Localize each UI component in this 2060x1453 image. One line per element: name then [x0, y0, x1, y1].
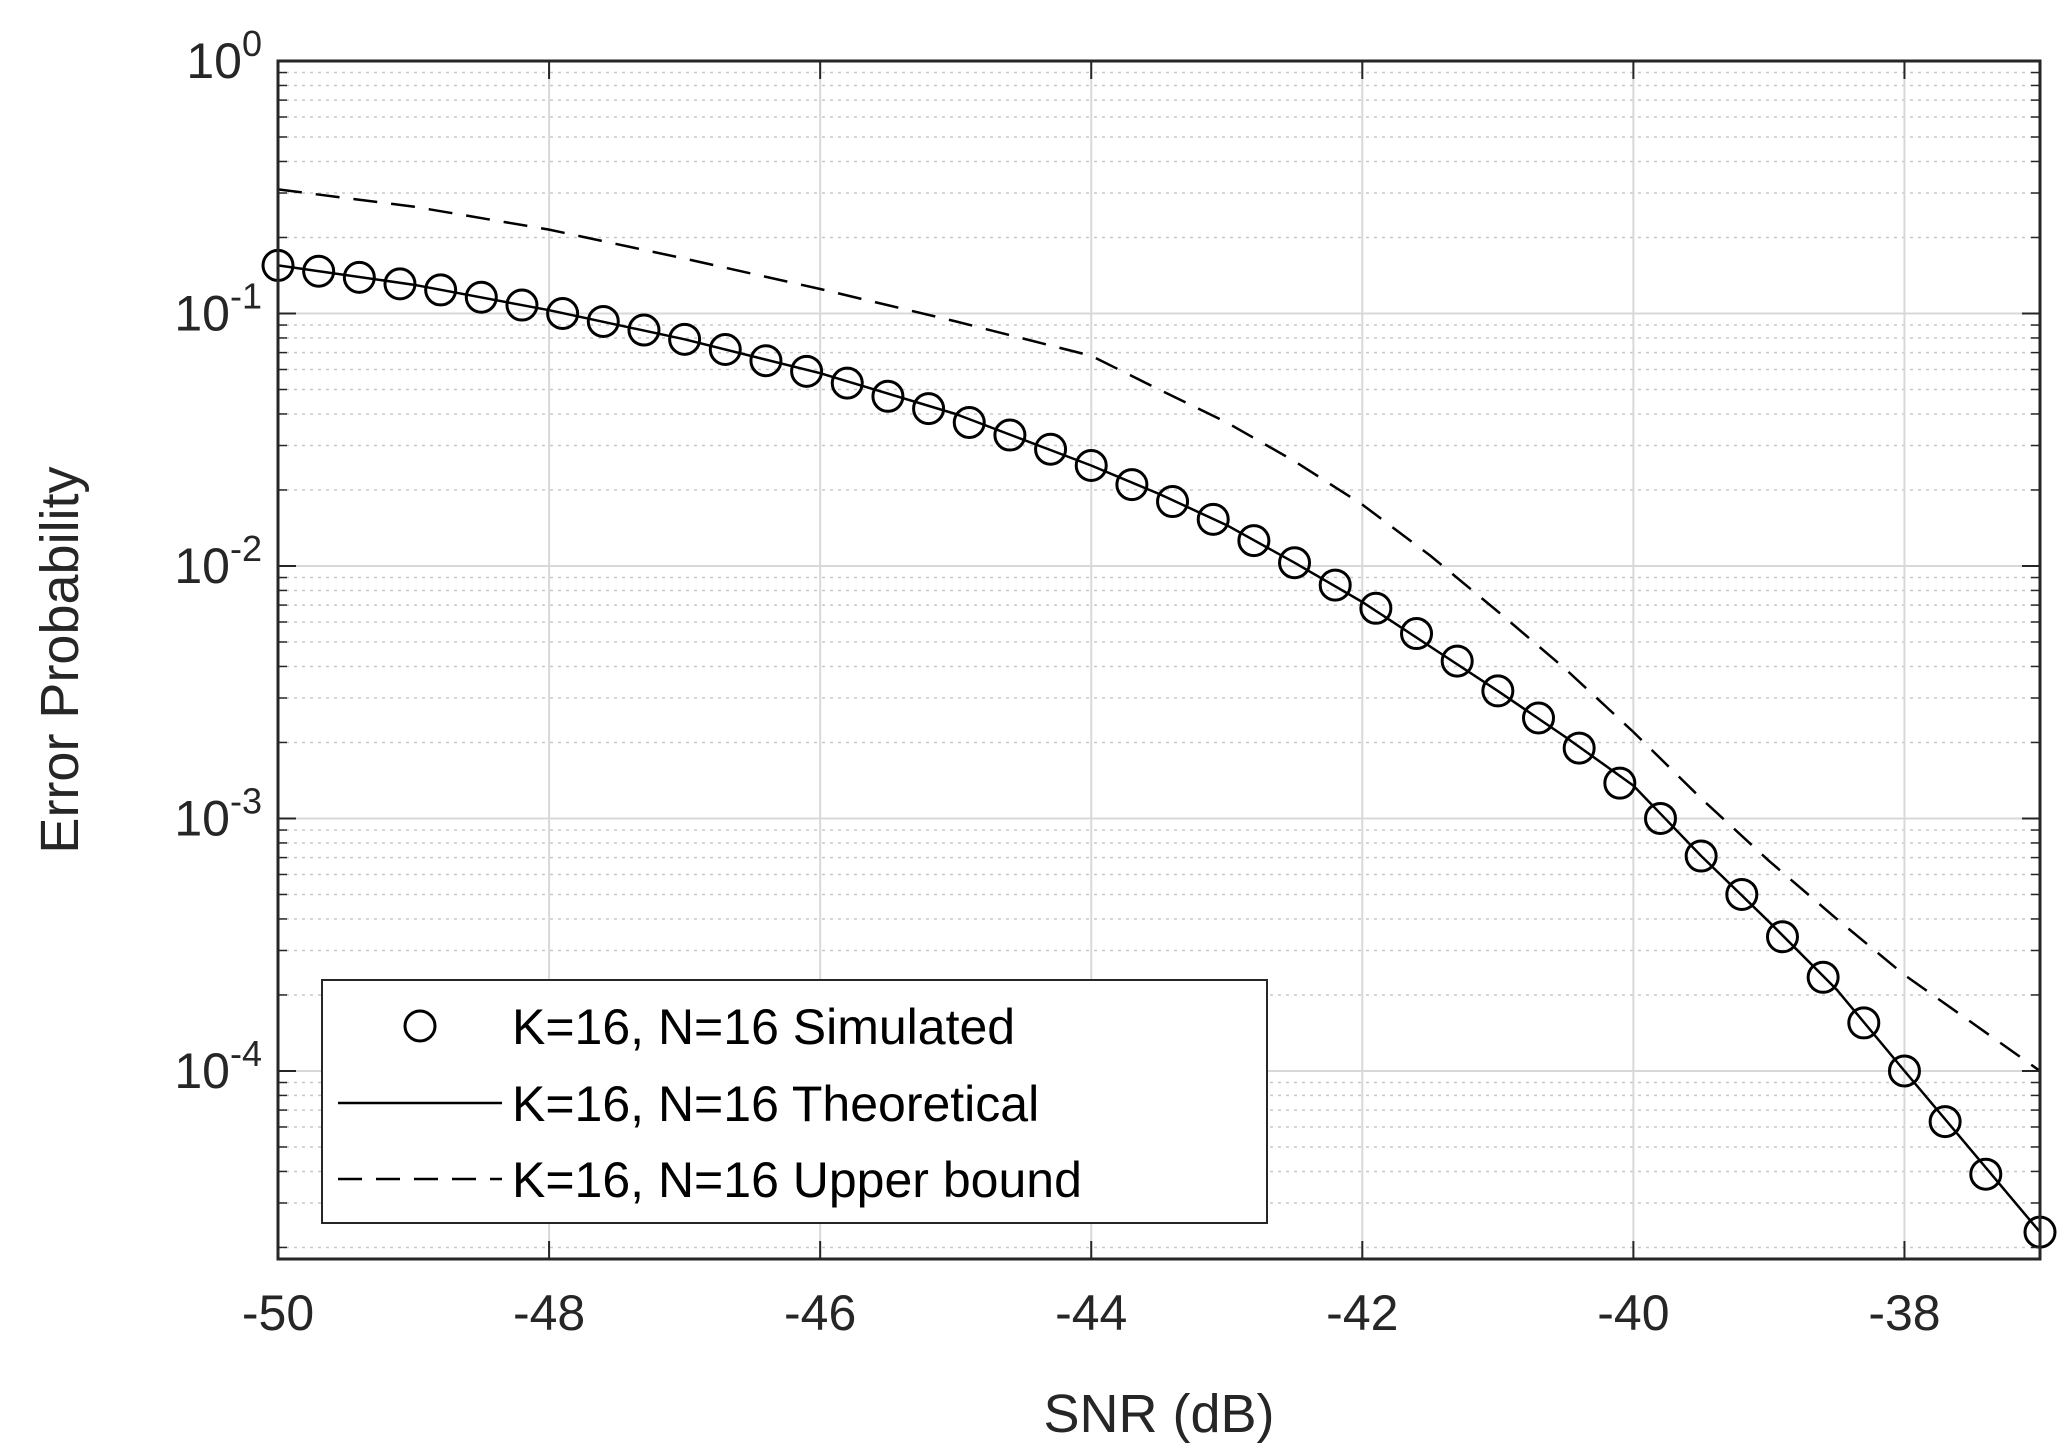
x-tick-label: -40 — [1597, 1285, 1669, 1341]
simulated-marker — [1806, 960, 1840, 994]
simulated-marker — [505, 288, 539, 322]
simulated-marker — [993, 418, 1027, 452]
simulated-marker — [586, 304, 620, 338]
y-tick-label: 10-2 — [174, 528, 262, 594]
simulated-marker — [1440, 644, 1474, 678]
legend-marker-simulated — [403, 1009, 437, 1043]
simulated-marker — [1278, 546, 1312, 580]
x-tick-label: -46 — [784, 1285, 856, 1341]
y-tick-label: 100 — [186, 23, 262, 89]
x-tick-labels: -50 -48 -46 -44 -42 -40 -38 — [242, 1285, 1941, 1341]
x-tick-label: -50 — [242, 1285, 314, 1341]
x-tick-label: -48 — [513, 1285, 585, 1341]
y-axis-label: Error Probability — [30, 466, 90, 853]
y-tick-labels: 100 10-1 10-2 10-3 10-4 — [174, 23, 262, 1099]
plot-frame — [276, 59, 2042, 1261]
simulated-marker — [1115, 468, 1149, 502]
simulated-marker — [1237, 524, 1271, 558]
simulated-marker — [912, 392, 946, 426]
simulated-marker — [1359, 591, 1393, 625]
simulated-marker — [1562, 731, 1596, 765]
simulated-marker — [708, 333, 742, 367]
simulated-marker — [464, 280, 498, 314]
simulated-marker — [1887, 1054, 1921, 1088]
upper-bound-line — [277, 188, 2041, 1073]
simulated-marker — [871, 379, 905, 413]
simulated-marker — [1522, 701, 1556, 735]
simulated-marker — [424, 273, 458, 307]
simulated-marker — [546, 296, 580, 330]
y-tick-label: 10-1 — [174, 275, 262, 341]
simulated-marker — [1034, 432, 1068, 466]
simulated-marker — [302, 254, 336, 288]
simulated-marker — [1603, 766, 1637, 800]
simulated-marker — [952, 406, 986, 440]
simulated-marker — [1725, 877, 1759, 911]
simulated-marker — [749, 344, 783, 378]
simulated-marker — [1400, 617, 1434, 651]
legend-box — [321, 979, 1268, 1224]
simulated-marker — [1684, 839, 1718, 873]
simulated-marker — [1765, 920, 1799, 954]
legend-label-theoretical: K=16, N=16 Theoretical — [512, 1076, 1039, 1132]
theoretical-line — [277, 264, 2041, 1233]
x-tick-label: -44 — [1055, 1285, 1127, 1341]
legend-label-simulated: K=16, N=16 Simulated — [512, 999, 1015, 1055]
legend: K=16, N=16 Simulated K=16, N=16 Theoreti… — [321, 979, 1268, 1224]
simulated-marker — [1074, 449, 1108, 483]
y-tick-label: 10-3 — [174, 780, 262, 846]
simulated-marker — [1481, 674, 1515, 708]
simulated-marker — [1847, 1006, 1881, 1040]
axis-ticks — [277, 60, 2040, 1259]
simulated-marker — [1928, 1105, 1962, 1139]
simulated-marker — [1196, 502, 1230, 536]
simulated-marker — [790, 354, 824, 388]
x-tick-label: -42 — [1326, 1285, 1398, 1341]
x-axis-label: SNR (dB) — [1043, 1384, 1274, 1444]
simulated-marker — [830, 366, 864, 400]
simulated-marker — [1969, 1157, 2003, 1191]
simulated-marker — [342, 260, 376, 294]
x-tick-label: -38 — [1868, 1285, 1940, 1341]
simulated-marker — [1643, 801, 1677, 835]
grid — [278, 61, 2040, 1259]
legend-label-upper-bound: K=16, N=16 Upper bound — [512, 1152, 1082, 1208]
simulated-marker — [668, 322, 702, 356]
plot-series — [261, 188, 2057, 1249]
simulated-marker — [627, 313, 661, 347]
simulated-marker — [1318, 568, 1352, 602]
y-tick-label: 10-4 — [174, 1033, 262, 1099]
simulated-marker — [1156, 485, 1190, 519]
